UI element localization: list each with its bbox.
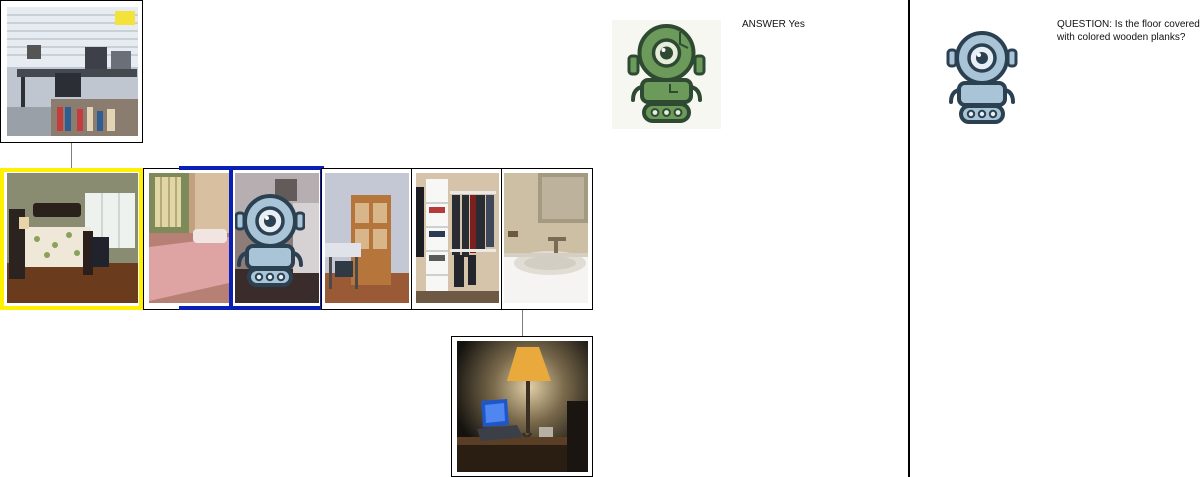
lamp-laptop-photo [457, 341, 588, 472]
panel-divider [908, 0, 910, 477]
question-avatar [940, 28, 1024, 124]
robot-placeholder-icon [234, 191, 306, 287]
question-text: QUESTION: Is the floor covered with colo… [1057, 18, 1204, 44]
bathroom-sink-photo [504, 173, 588, 303]
connector-line-bottom [522, 310, 523, 336]
bedroom-pink-bed-thumbnail[interactable] [143, 168, 235, 310]
closet-thumbnail[interactable] [411, 168, 504, 310]
bedroom-pink-bed-photo [149, 173, 229, 303]
room-desk-cabinet-thumbnail[interactable] [321, 168, 414, 310]
bathroom-sink-thumbnail[interactable] [501, 168, 593, 310]
answer-value: Yes [788, 19, 805, 30]
lamp-laptop-thumbnail[interactable] [451, 336, 593, 477]
bedroom-dark-bed-thumbnail[interactable] [0, 168, 145, 310]
answer-text: ANSWER Yes [742, 18, 805, 31]
office-photo [7, 7, 138, 136]
answer-avatar [612, 20, 721, 129]
robot-placeholder-thumbnail[interactable] [232, 168, 324, 310]
closet-photo [416, 173, 499, 303]
green-robot-icon [627, 24, 706, 123]
blue-robot-icon [946, 31, 1018, 124]
question-body: Is the floor covered with colored wooden… [1057, 19, 1200, 43]
room-desk-cabinet-photo [325, 173, 409, 303]
answer-prefix: ANSWER [742, 19, 786, 30]
current-highlight-left-edge [229, 166, 233, 310]
office-thumbnail[interactable] [0, 0, 143, 143]
question-prefix: QUESTION: [1057, 19, 1113, 30]
bedroom-dark-bed-photo [7, 173, 138, 303]
current-highlight-frame [179, 166, 324, 310]
connector-line-top [71, 143, 72, 168]
selected-highlight-frame [0, 168, 143, 310]
